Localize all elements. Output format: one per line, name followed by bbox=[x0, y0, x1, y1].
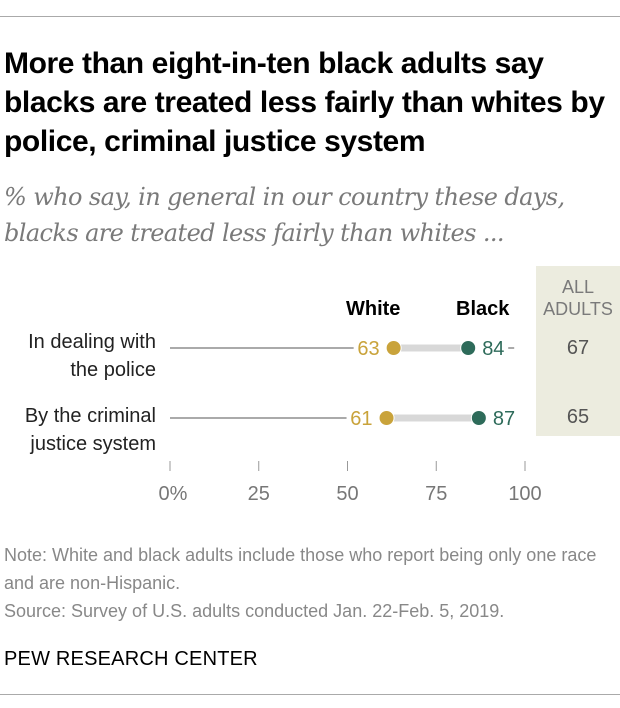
white-dot-0 bbox=[385, 340, 402, 356]
legend-white: White bbox=[346, 298, 401, 320]
chart-subtitle: % who say, in general in our country the… bbox=[4, 183, 565, 247]
x-tick-label-25: 25 bbox=[248, 483, 270, 505]
dot-plot: 0% 25 50 75 100 63 84 61 87 bbox=[159, 338, 542, 505]
x-tick-label-75: 75 bbox=[425, 483, 447, 505]
row-label-justice: By the criminal justice system bbox=[4, 402, 156, 458]
all-adults-header-line-2: ADULTS bbox=[543, 299, 613, 319]
black-value-label-0: 84 bbox=[482, 338, 504, 360]
x-tick-label-100: 100 bbox=[508, 483, 541, 505]
legend-black: Black bbox=[456, 298, 510, 320]
chart-title: More than eight-in-ten black adults say … bbox=[4, 47, 605, 158]
row-label-justice-line-2: justice system bbox=[30, 433, 156, 455]
x-tick-label-0: 0% bbox=[159, 483, 188, 505]
all-adults-header-line-1: ALL bbox=[561, 277, 595, 297]
black-dot-1 bbox=[470, 410, 487, 426]
brand-label: PEW RESEARCH CENTER bbox=[4, 648, 258, 670]
footnote: Note: White and black adults include tho… bbox=[4, 541, 616, 625]
bottom-rule bbox=[0, 694, 620, 695]
row-label-police-line-2: the police bbox=[70, 359, 156, 381]
white-value-label-0: 63 bbox=[357, 338, 379, 360]
all-adults-value-police: 67 bbox=[566, 337, 590, 359]
black-dot-0 bbox=[460, 340, 477, 356]
x-tick-label-50: 50 bbox=[336, 483, 358, 505]
white-dot-1 bbox=[378, 410, 395, 426]
top-rule bbox=[0, 16, 620, 17]
white-value-label-1: 61 bbox=[350, 408, 372, 430]
source-text: Source: Survey of U.S. adults conducted … bbox=[4, 601, 505, 621]
row-label-justice-line-1: By the criminal bbox=[24, 405, 156, 427]
all-adults-header: ALL ADULTS bbox=[536, 276, 620, 320]
all-adults-value-justice: 65 bbox=[566, 406, 590, 428]
row-label-police: In dealing with the police bbox=[4, 328, 156, 384]
all-adults-panel bbox=[536, 266, 620, 436]
row-label-police-line-1: In dealing with bbox=[28, 331, 156, 353]
black-value-label-1: 87 bbox=[493, 408, 515, 430]
note-text: Note: White and black adults include tho… bbox=[4, 545, 597, 593]
